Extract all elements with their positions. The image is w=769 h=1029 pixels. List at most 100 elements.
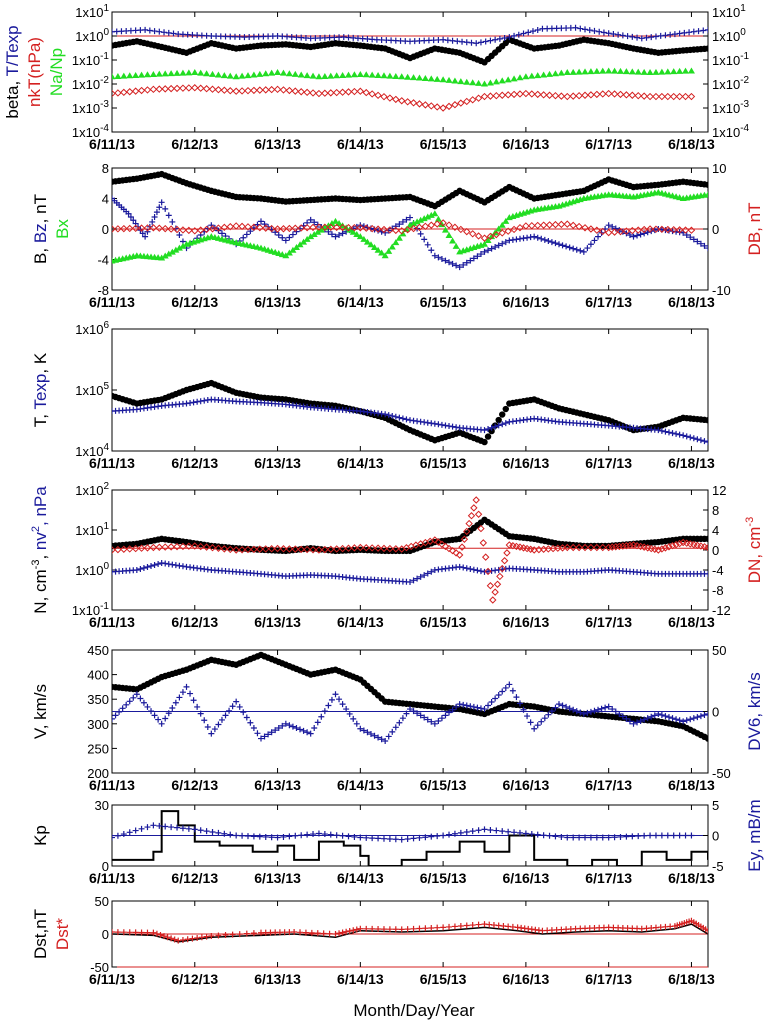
data-point [556,241,562,248]
data-point [274,69,282,76]
data-point [481,826,488,833]
data-point [262,545,270,553]
data-point [238,72,246,79]
data-point [498,229,506,237]
x-tick-label: 6/14/13 [337,136,384,152]
data-point [469,922,476,929]
data-point [375,835,382,842]
data-point [492,91,501,100]
data-point [421,222,430,231]
data-point [303,223,311,232]
data-point [460,701,467,708]
y-tick-label: 1x101 [75,521,109,538]
data-point [153,930,160,937]
data-point [469,79,477,86]
data-point [498,564,506,573]
data-point [356,233,364,240]
data-point [353,926,360,933]
data-point [424,570,431,577]
data-point [502,239,509,246]
data-point [321,708,328,715]
data-point [427,211,435,218]
data-point [467,257,474,264]
data-point [396,719,403,726]
data-point [345,71,353,78]
data-point [581,543,589,552]
data-point [445,221,453,229]
data-point [622,542,631,550]
data-point [681,29,688,36]
data-point [581,68,589,75]
data-point [587,241,594,248]
data-point [155,716,162,723]
data-point [232,73,240,80]
data-point [126,72,134,79]
data-point [197,710,204,717]
data-point [151,561,158,568]
data-point [435,254,442,261]
data-point [563,220,571,228]
data-point [374,71,382,78]
data-point [448,547,457,555]
x-tick-label: 6/17/13 [585,294,632,310]
x-tick-label: 6/18/13 [668,971,715,987]
data-point [297,929,304,936]
data-point [591,237,598,244]
data-point [428,924,435,931]
x-axis-title: Month/Day/Year [353,1001,475,1020]
data-point [273,225,282,233]
data-point [250,930,257,937]
data-point [151,214,158,221]
series-group [112,810,708,866]
data-point [641,716,648,723]
data-point [463,78,471,85]
data-point [516,74,524,81]
data-point [149,85,158,94]
x-tick-label: 6/15/13 [420,777,467,793]
series-group [112,917,708,944]
data-point [690,236,697,243]
data-point [463,702,470,709]
data-point [368,224,376,233]
data-point [667,31,674,38]
data-point [616,227,625,236]
data-point [664,225,672,234]
data-point [132,71,140,78]
data-point [143,544,152,552]
data-point [112,89,116,98]
data-point [357,834,364,841]
data-point [570,245,577,252]
data-point [647,832,654,839]
y-axis-title-2: Dst* [53,918,72,951]
data-point [477,524,485,533]
data-point [250,86,258,95]
data-point [138,71,146,78]
x-tick-label: 6/14/13 [337,777,384,793]
data-point [119,705,126,712]
data-point [143,71,151,78]
data-point [669,225,678,234]
data-point [162,715,169,722]
data-point [619,542,627,550]
data-point [220,545,229,553]
data-point [557,220,566,229]
data-point [209,70,217,77]
data-point [701,242,708,249]
data-point [262,86,270,94]
data-point [552,704,559,711]
data-point [297,726,304,733]
data-point [386,72,394,79]
data-point [274,834,281,841]
y-tick-label: 450 [87,643,109,658]
data-point [232,222,240,230]
data-point [628,68,636,75]
data-point [413,218,421,225]
data-point [495,691,502,698]
data-point [694,714,701,721]
data-point [700,27,707,34]
data-point [131,224,140,233]
data-point [279,722,286,729]
data-point [209,829,216,836]
data-point [303,235,311,242]
data-point [665,543,673,551]
